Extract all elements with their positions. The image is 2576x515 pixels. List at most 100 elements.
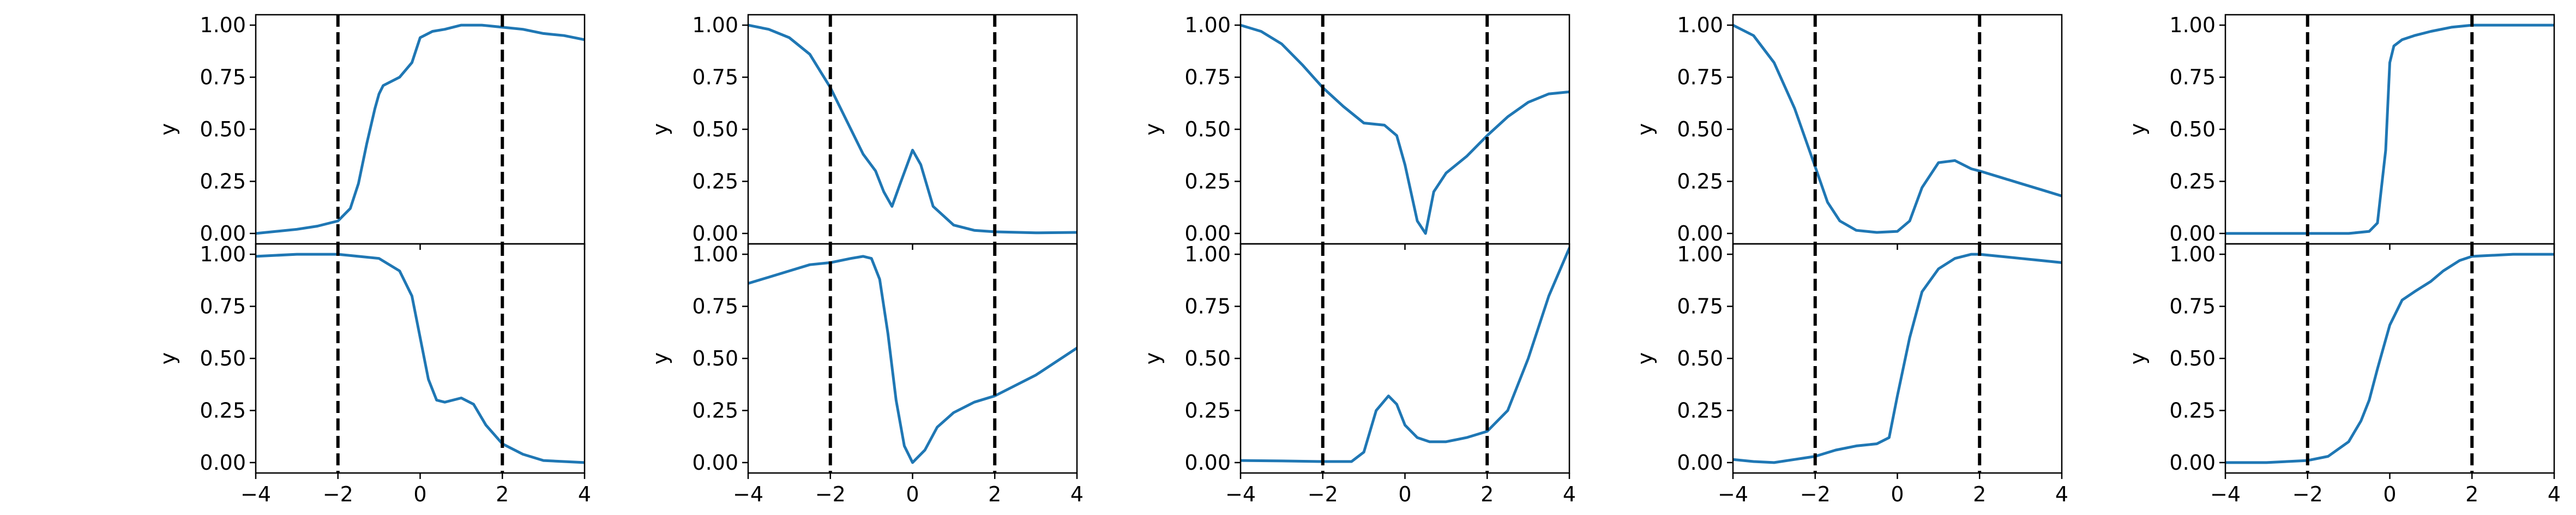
x-tick-label-r2c1: 0 (413, 482, 426, 506)
y-tick-label-r2c1: 0.25 (200, 398, 246, 422)
data-line-r2c3 (1241, 247, 1569, 463)
axes-frame-r1c4 (1732, 14, 2063, 245)
subplot-r1c5: 0.00 0.25 0.50 0.75 1.00 y (2126, 13, 2555, 250)
y-tick-label-r1c4: 0.75 (1677, 65, 1723, 89)
y-tick-label-r1c5: 0.25 (2169, 169, 2216, 193)
axes-frame-r2c2 (747, 243, 1078, 474)
y-tick-label-r1c1: 1.00 (200, 13, 246, 37)
y-tick-label-r1c3: 0.50 (1184, 117, 1231, 141)
x-tick-label-r2c3: −2 (1308, 482, 1338, 506)
y-tick-label-r1c1: 0.25 (200, 169, 246, 193)
x-tick-label-r2c5: 0 (2383, 482, 2396, 506)
y-tick-label-r2c4: 0.50 (1677, 346, 1723, 370)
y-axis-label-r2c4: y (1633, 352, 1657, 365)
y-axis-label-r1c3: y (1141, 123, 1165, 136)
y-axis-label-r2c5: y (2126, 352, 2150, 365)
y-tick-label-r2c3: 1.00 (1184, 242, 1231, 266)
y-tick-label-r2c2: 0.75 (692, 295, 738, 319)
y-tick-label-r2c1: 0.00 (200, 451, 246, 475)
y-tick-label-r1c5: 0.00 (2169, 221, 2216, 245)
data-line-r2c5 (2225, 253, 2554, 464)
y-axis-label-r1c1: y (156, 123, 180, 136)
x-tick-label-r2c4: 4 (2055, 482, 2068, 506)
y-tick-label-r2c3: 0.25 (1184, 398, 1231, 422)
data-line-r1c3 (1241, 23, 1569, 235)
y-tick-label-r1c4: 0.00 (1677, 221, 1723, 245)
y-tick-label-r1c3: 0.00 (1184, 221, 1231, 245)
axes-frame-r1c5 (2224, 14, 2555, 245)
x-tick-label-r2c1: −4 (240, 482, 271, 506)
x-tick-label-r2c2: −2 (815, 482, 846, 506)
subplot-r1c2: 0.00 0.25 0.50 0.75 1.00 y (648, 13, 1078, 250)
subplot-r2c3: 0.00 0.25 0.50 0.75 1.00 y −4 −2 0 2 4 (1141, 242, 1576, 506)
y-tick-label-r1c5: 0.50 (2169, 117, 2216, 141)
y-tick-label-r2c4: 0.00 (1677, 451, 1723, 475)
y-axis-label-r1c2: y (648, 123, 672, 136)
y-tick-label-r2c2: 0.50 (692, 346, 738, 370)
y-tick-label-r1c4: 0.25 (1677, 169, 1723, 193)
y-tick-label-r1c3: 0.25 (1184, 169, 1231, 193)
x-tick-label-r2c2: 4 (1070, 482, 1084, 506)
y-axis-label-r2c3: y (1141, 352, 1165, 365)
x-tick-label-r2c4: 2 (1973, 482, 1986, 506)
y-tick-label-r1c3: 0.75 (1184, 65, 1231, 89)
y-tick-label-r2c2: 0.00 (692, 451, 738, 475)
x-tick-label-r2c2: 0 (906, 482, 919, 506)
axes-frame-r1c2 (747, 14, 1078, 245)
y-tick-label-r2c3: 0.00 (1184, 451, 1231, 475)
y-tick-label-r1c4: 1.00 (1677, 13, 1723, 37)
data-line-r2c2 (748, 255, 1077, 464)
y-tick-label-r1c1: 0.50 (200, 117, 246, 141)
x-tick-label-r2c5: 2 (2465, 482, 2478, 506)
y-axis-label-r1c4: y (1633, 123, 1657, 136)
y-tick-label-r1c5: 0.75 (2169, 65, 2216, 89)
y-tick-label-r2c5: 0.75 (2169, 295, 2216, 319)
y-tick-label-r1c2: 0.25 (692, 169, 738, 193)
y-tick-label-r1c2: 0.00 (692, 221, 738, 245)
x-tick-label-r2c2: 2 (988, 482, 1001, 506)
y-tick-label-r2c3: 0.75 (1184, 295, 1231, 319)
y-tick-label-r1c1: 0.75 (200, 65, 246, 89)
x-tick-label-r2c3: −4 (1225, 482, 1256, 506)
subplot-r1c3: 0.00 0.25 0.50 0.75 1.00 y (1141, 13, 1570, 250)
y-tick-label-r2c1: 0.75 (200, 295, 246, 319)
subplot-r2c2: 0.00 0.25 0.50 0.75 1.00 y −4 −2 0 2 4 (648, 242, 1084, 506)
subplot-r2c5: 0.00 0.25 0.50 0.75 1.00 y −4 −2 0 2 4 (2126, 242, 2561, 506)
y-axis-label-r2c1: y (156, 352, 180, 365)
x-tick-label-r2c4: −4 (1718, 482, 1748, 506)
y-tick-label-r2c5: 0.00 (2169, 451, 2216, 475)
y-tick-label-r1c1: 0.00 (200, 221, 246, 245)
y-tick-label-r1c3: 1.00 (1184, 13, 1231, 37)
y-tick-label-r1c5: 1.00 (2169, 13, 2216, 37)
axes-frame-r2c4 (1732, 243, 2063, 474)
x-tick-label-r2c5: −2 (2292, 482, 2323, 506)
data-line-r2c1 (256, 253, 585, 464)
y-tick-label-r2c2: 0.25 (692, 398, 738, 422)
data-line-r1c4 (1733, 23, 2062, 234)
x-tick-label-r2c3: 0 (1398, 482, 1411, 506)
y-tick-label-r2c3: 0.50 (1184, 346, 1231, 370)
axes-frame-r1c1 (255, 14, 586, 245)
y-axis-label-r2c2: y (648, 352, 672, 365)
axes-frame-r2c3 (1239, 243, 1570, 474)
y-tick-label-r1c2: 0.75 (692, 65, 738, 89)
x-tick-label-r2c3: 2 (1480, 482, 1494, 506)
subplot-r2c4: 0.00 0.25 0.50 0.75 1.00 y −4 −2 0 2 4 (1633, 242, 2068, 506)
y-tick-label-r2c1: 1.00 (200, 242, 246, 266)
y-tick-label-r2c5: 0.25 (2169, 398, 2216, 422)
x-tick-label-r2c5: 4 (2548, 482, 2561, 506)
y-tick-label-r2c4: 1.00 (1677, 242, 1723, 266)
data-line-r1c5 (2225, 23, 2554, 235)
axes-frame-r1c3 (1239, 14, 1570, 245)
y-tick-label-r1c2: 1.00 (692, 13, 738, 37)
y-tick-label-r2c2: 1.00 (692, 242, 738, 266)
subplot-r2c1: 0.00 0.25 0.50 0.75 1.00 y −4 −2 0 2 4 (156, 242, 591, 506)
y-tick-label-r2c5: 1.00 (2169, 242, 2216, 266)
data-line-r1c2 (748, 23, 1077, 235)
data-line-r2c4 (1733, 253, 2062, 464)
y-tick-label-r1c2: 0.50 (692, 117, 738, 141)
axes-frame-r2c5 (2224, 243, 2555, 474)
x-tick-label-r2c3: 4 (1563, 482, 1576, 506)
x-tick-label-r2c1: 2 (496, 482, 509, 506)
